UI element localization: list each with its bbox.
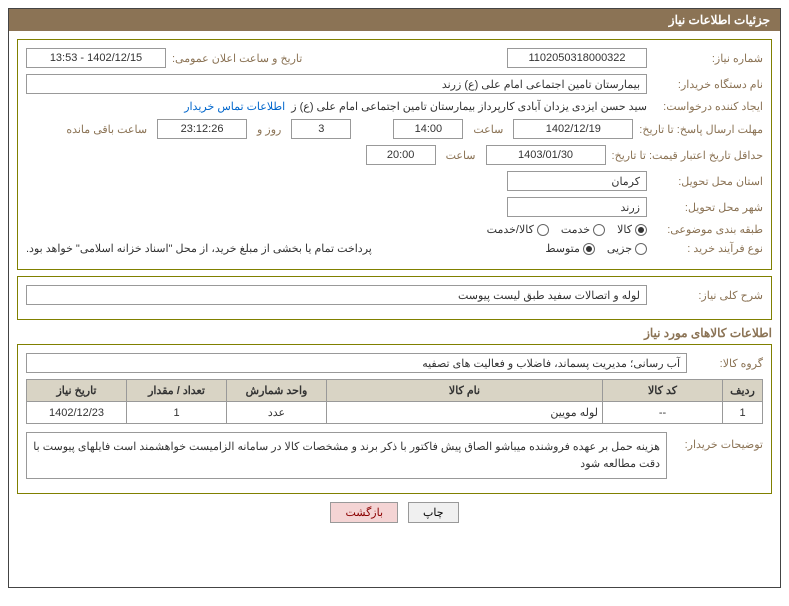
province-label: استان محل تحویل: (653, 175, 763, 188)
th-qty: تعداد / مقدار (127, 380, 227, 402)
buyer-notes-value: هزینه حمل بر عهده فروشنده میباشو الصاق پ… (26, 432, 667, 479)
cell-name: لوله مویین (327, 402, 603, 424)
back-button[interactable]: بازگشت (330, 502, 398, 523)
th-row: ردیف (723, 380, 763, 402)
general-desc-fieldset: شرح کلی نیاز: لوله و اتصالات سفید طبق لی… (17, 276, 772, 320)
validity-label: حداقل تاریخ اعتبار قیمت: تا تاریخ: (612, 149, 763, 162)
group-value: آب رسانی؛ مدیریت پسماند، فاضلاب و فعالیت… (26, 353, 687, 373)
radio-service[interactable]: خدمت (561, 223, 605, 236)
cell-date: 1402/12/23 (27, 402, 127, 424)
days-value: 3 (291, 119, 351, 139)
cell-qty: 1 (127, 402, 227, 424)
group-label: گروه کالا: (693, 357, 763, 370)
radio-goods-service[interactable]: کالا/خدمت (487, 223, 549, 236)
general-desc-label: شرح کلی نیاز: (653, 289, 763, 302)
contact-link[interactable]: اطلاعات تماس خریدار (184, 100, 285, 113)
response-date: 1402/12/19 (513, 119, 633, 139)
days-and-label: روز و (253, 123, 285, 136)
creator-value: سید حسن ایزدی یزدان آبادی کارپرداز بیمار… (291, 100, 647, 113)
creator-label: ایجاد کننده درخواست: (653, 100, 763, 113)
buyer-value: بیمارستان تامین اجتماعی امام علی (ع) زرن… (26, 74, 647, 94)
buyer-notes-label: توضیحات خریدار: (673, 432, 763, 451)
table-row: 1 -- لوله مویین عدد 1 1402/12/23 (27, 402, 763, 424)
remaining-time: 23:12:26 (157, 119, 247, 139)
cell-row: 1 (723, 402, 763, 424)
time-label-1: ساعت (469, 123, 507, 136)
payment-note: پرداخت تمام یا بخشی از مبلغ خرید، از محل… (26, 242, 372, 255)
details-fieldset: شماره نیاز: 1102050318000322 تاریخ و ساع… (17, 39, 772, 270)
general-desc-value: لوله و اتصالات سفید طبق لیست پیوست (26, 285, 647, 305)
validity-time: 20:00 (366, 145, 436, 165)
items-fieldset: گروه کالا: آب رسانی؛ مدیریت پسماند، فاضل… (17, 344, 772, 494)
th-name: نام کالا (327, 380, 603, 402)
response-deadline-label: مهلت ارسال پاسخ: تا تاریخ: (639, 123, 763, 136)
radio-partial[interactable]: جزیی (607, 242, 647, 255)
need-no-value: 1102050318000322 (507, 48, 647, 68)
th-unit: واحد شمارش (227, 380, 327, 402)
subject-class-label: طبقه بندی موضوعی: (653, 223, 763, 236)
items-section-title: اطلاعات کالاهای مورد نیاز (17, 326, 772, 340)
response-time: 14:00 (393, 119, 463, 139)
print-button[interactable]: چاپ (408, 502, 459, 523)
process-type-label: نوع فرآیند خرید : (653, 242, 763, 255)
remaining-label: ساعت باقی مانده (62, 123, 151, 136)
validity-date: 1403/01/30 (486, 145, 606, 165)
cell-code: -- (603, 402, 723, 424)
radio-medium[interactable]: متوسط (545, 242, 595, 255)
buyer-label: نام دستگاه خریدار: (653, 78, 763, 91)
city-value: زرند (507, 197, 647, 217)
time-label-2: ساعت (442, 149, 480, 162)
need-no-label: شماره نیاز: (653, 52, 763, 65)
th-code: کد کالا (603, 380, 723, 402)
panel-header: جزئیات اطلاعات نیاز (9, 9, 780, 31)
radio-goods[interactable]: کالا (617, 223, 647, 236)
city-label: شهر محل تحویل: (653, 201, 763, 214)
th-date: تاریخ نیاز (27, 380, 127, 402)
announce-value: 1402/12/15 - 13:53 (26, 48, 166, 68)
items-table: ردیف کد کالا نام کالا واحد شمارش تعداد /… (26, 379, 763, 424)
cell-unit: عدد (227, 402, 327, 424)
province-value: کرمان (507, 171, 647, 191)
main-panel: جزئیات اطلاعات نیاز شماره نیاز: 11020503… (8, 8, 781, 588)
announce-label: تاریخ و ساعت اعلان عمومی: (172, 52, 302, 65)
